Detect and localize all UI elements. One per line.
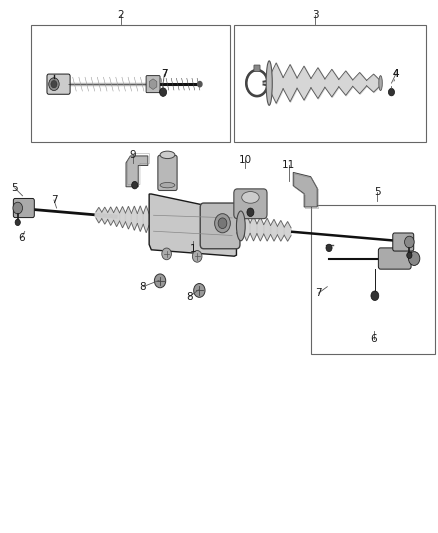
Polygon shape bbox=[137, 206, 143, 231]
Bar bbox=[311, 205, 435, 354]
Ellipse shape bbox=[379, 76, 382, 91]
FancyBboxPatch shape bbox=[13, 198, 34, 217]
Circle shape bbox=[251, 76, 263, 90]
FancyBboxPatch shape bbox=[378, 248, 411, 269]
Polygon shape bbox=[120, 207, 125, 228]
Text: 1: 1 bbox=[190, 244, 196, 254]
FancyBboxPatch shape bbox=[254, 65, 260, 71]
Polygon shape bbox=[257, 217, 264, 241]
Text: 7: 7 bbox=[51, 195, 57, 205]
Text: 5: 5 bbox=[11, 183, 18, 193]
Bar bbox=[31, 25, 230, 142]
Text: 9: 9 bbox=[129, 150, 136, 160]
Polygon shape bbox=[264, 218, 271, 241]
Text: 11: 11 bbox=[282, 160, 296, 171]
Circle shape bbox=[154, 274, 166, 288]
Circle shape bbox=[405, 236, 414, 248]
Polygon shape bbox=[108, 207, 113, 225]
Ellipse shape bbox=[237, 211, 245, 241]
Text: 4: 4 bbox=[393, 69, 399, 79]
Circle shape bbox=[192, 251, 202, 262]
Polygon shape bbox=[102, 207, 108, 224]
Polygon shape bbox=[131, 206, 137, 230]
Text: 6: 6 bbox=[18, 233, 25, 243]
Ellipse shape bbox=[242, 191, 259, 203]
Circle shape bbox=[51, 80, 57, 88]
Circle shape bbox=[407, 252, 412, 259]
Polygon shape bbox=[126, 156, 148, 187]
Polygon shape bbox=[149, 194, 237, 256]
Polygon shape bbox=[96, 207, 102, 223]
Polygon shape bbox=[243, 215, 250, 241]
Circle shape bbox=[13, 202, 22, 214]
Circle shape bbox=[132, 181, 138, 189]
Polygon shape bbox=[113, 207, 120, 227]
Circle shape bbox=[162, 248, 171, 260]
Polygon shape bbox=[237, 214, 243, 241]
Text: 3: 3 bbox=[312, 10, 318, 20]
Text: 2: 2 bbox=[117, 10, 124, 20]
Circle shape bbox=[247, 208, 254, 216]
Text: 5: 5 bbox=[374, 187, 380, 197]
Polygon shape bbox=[125, 206, 131, 229]
Text: 6: 6 bbox=[371, 334, 377, 344]
Circle shape bbox=[194, 284, 205, 297]
Circle shape bbox=[15, 219, 20, 225]
FancyBboxPatch shape bbox=[146, 76, 160, 93]
Circle shape bbox=[218, 218, 227, 229]
Circle shape bbox=[409, 252, 420, 265]
FancyBboxPatch shape bbox=[47, 74, 70, 94]
Text: 8: 8 bbox=[186, 292, 193, 302]
Polygon shape bbox=[277, 221, 284, 241]
Circle shape bbox=[159, 88, 166, 96]
FancyBboxPatch shape bbox=[393, 233, 414, 251]
Ellipse shape bbox=[160, 182, 175, 188]
Text: 7: 7 bbox=[315, 288, 322, 298]
Circle shape bbox=[389, 88, 395, 96]
Circle shape bbox=[49, 78, 59, 91]
Circle shape bbox=[371, 291, 379, 301]
Polygon shape bbox=[284, 222, 291, 241]
Polygon shape bbox=[250, 216, 257, 241]
Bar bbox=[234, 25, 426, 142]
Text: 4: 4 bbox=[392, 69, 399, 79]
Circle shape bbox=[198, 82, 202, 87]
FancyBboxPatch shape bbox=[158, 156, 177, 190]
FancyBboxPatch shape bbox=[200, 203, 240, 249]
Text: 8: 8 bbox=[140, 282, 146, 292]
Text: 7: 7 bbox=[161, 69, 168, 79]
Text: 7: 7 bbox=[161, 69, 168, 79]
Ellipse shape bbox=[266, 61, 272, 106]
Polygon shape bbox=[143, 206, 149, 233]
Circle shape bbox=[326, 244, 332, 252]
Ellipse shape bbox=[160, 151, 175, 159]
Circle shape bbox=[215, 214, 230, 233]
Text: 10: 10 bbox=[239, 155, 252, 165]
FancyBboxPatch shape bbox=[234, 189, 267, 219]
Polygon shape bbox=[293, 172, 317, 207]
Polygon shape bbox=[271, 219, 277, 241]
